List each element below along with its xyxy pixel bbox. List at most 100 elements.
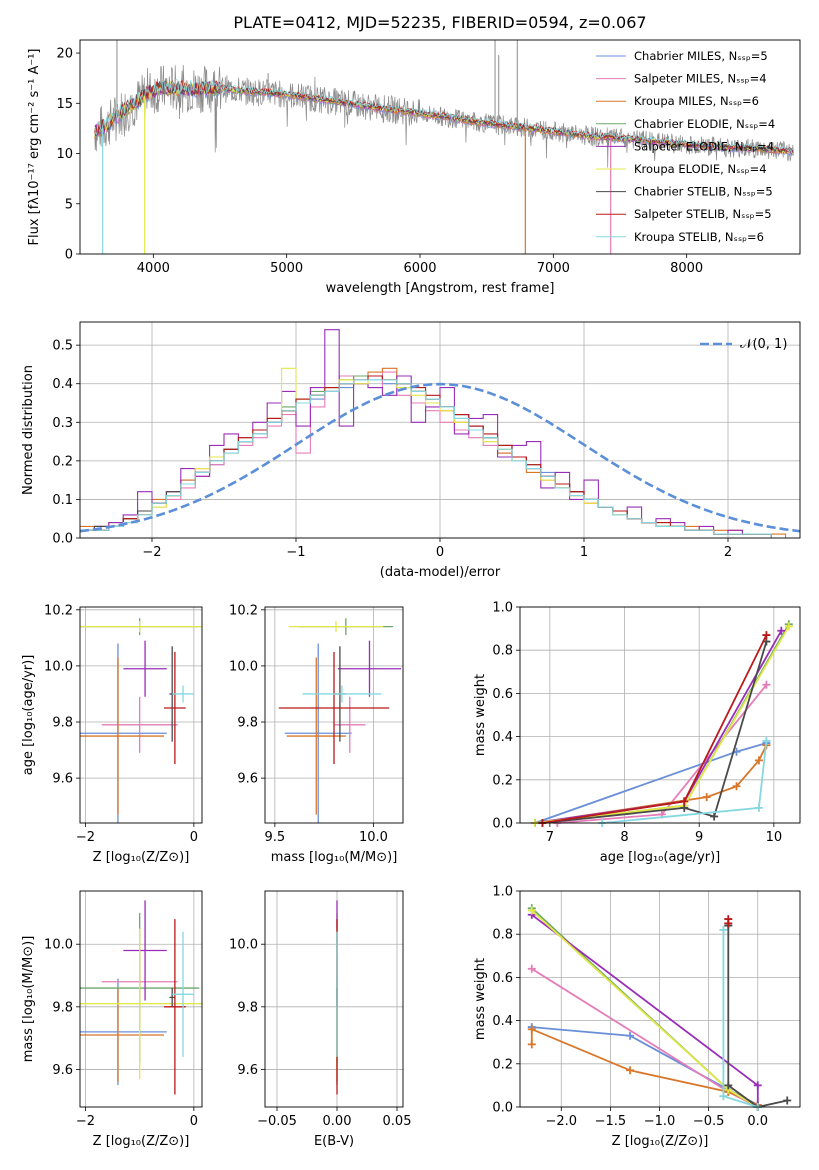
y-tick-label: 0.6 bbox=[492, 687, 513, 702]
mass-weight-line bbox=[534, 630, 783, 824]
plus-marker bbox=[719, 925, 728, 934]
plot-area bbox=[278, 618, 402, 823]
error-bar bbox=[337, 640, 402, 697]
error-bar bbox=[80, 657, 165, 815]
x-axis-label: Z [log₁₀(Z/Z⊙)] bbox=[93, 1134, 190, 1149]
x-axis-label: E(B-V) bbox=[314, 1134, 354, 1149]
axes-frame bbox=[79, 606, 203, 824]
y-tick-label: 0.0 bbox=[492, 817, 513, 832]
axes-frame bbox=[79, 890, 203, 1108]
y-tick-label: 9.6 bbox=[237, 772, 258, 787]
x-tick-label: 5000 bbox=[270, 261, 303, 276]
error-bar bbox=[334, 696, 366, 753]
plus-marker bbox=[527, 1040, 536, 1049]
plus-marker bbox=[784, 622, 793, 631]
plus-marker bbox=[527, 964, 536, 973]
y-tick-label: 5 bbox=[65, 197, 73, 212]
y-tick-label: 0.3 bbox=[52, 416, 73, 431]
error-bar bbox=[278, 651, 390, 765]
x-tick-label: −2.0 bbox=[545, 1114, 577, 1129]
plus-marker bbox=[777, 626, 786, 635]
legend-entry: Kroupa MILES, Nₛₛₚ=6 bbox=[634, 94, 759, 108]
plus-marker bbox=[762, 631, 771, 640]
y-tick-label: 0.0 bbox=[52, 532, 73, 547]
x-tick-label: 8 bbox=[620, 830, 628, 845]
x-tick-label: 0.00 bbox=[323, 1114, 352, 1129]
axes-frame bbox=[519, 606, 801, 824]
x-tick-label: −1 bbox=[286, 545, 305, 560]
mass-weight-line bbox=[542, 634, 768, 824]
mass-weight-line bbox=[557, 684, 768, 824]
plot-area bbox=[80, 618, 202, 823]
y-tick-label: 0.2 bbox=[492, 773, 513, 788]
y-tick-label: 10 bbox=[56, 147, 73, 162]
panel-mass-vs-ebv: −0.05 0.00 0.05 9.6 9.8 10.0 E(B-V) bbox=[229, 890, 411, 1149]
mass-weight-line bbox=[542, 641, 768, 824]
y-tick-label: 0.0 bbox=[492, 1101, 513, 1116]
y-axis-label: Normed distribution bbox=[21, 365, 36, 495]
y-tick-label: 9.8 bbox=[52, 716, 73, 731]
x-axis-label: Z [log₁₀(Z/Z⊙)] bbox=[612, 1134, 709, 1149]
legend-entry: Salpeter MILES, Nₛₛₚ=4 bbox=[634, 72, 767, 86]
legend-entry: Kroupa STELIB, Nₛₛₚ=6 bbox=[634, 230, 764, 244]
axes-frame bbox=[264, 890, 404, 1108]
x-axis-label: (data-model)/error bbox=[380, 565, 501, 580]
y-axis-label: age [log₁₀(age/yr)] bbox=[21, 655, 36, 776]
plus-marker bbox=[710, 812, 719, 821]
panel-age-vs-mass: 9.5 10.0 9.6 9.8 10.0 10.2 mass [log₁₀(M/M⊙)] bbox=[229, 603, 404, 865]
axes-frame bbox=[519, 890, 801, 1108]
y-tick-label: 9.6 bbox=[237, 1063, 258, 1078]
mass-weight-line bbox=[727, 925, 788, 1108]
panel-mass-weight-vs-z: −2.0 −1.5 −1.0 −0.5 0.0 0.0 0.2 0.4 0.6 0.8 1.0 Z [… bbox=[473, 885, 801, 1149]
y-tick-label: 0.2 bbox=[52, 454, 73, 469]
x-tick-label: 10.0 bbox=[359, 830, 388, 845]
x-tick-label: 0 bbox=[190, 830, 198, 845]
y-tick-label: 0.4 bbox=[492, 1014, 513, 1029]
y-tick-label: 0.5 bbox=[52, 339, 73, 354]
y-tick-label: 9.8 bbox=[237, 716, 258, 731]
legend-entry: Kroupa ELODIE, Nₛₛₚ=4 bbox=[634, 162, 767, 176]
plus-marker bbox=[762, 736, 771, 745]
y-axis-label: Flux [fλ10⁻¹⁷ erg cm⁻² s⁻¹ A⁻¹] bbox=[27, 49, 42, 246]
x-tick-label: 0.0 bbox=[747, 1114, 768, 1129]
panel-mass-weight-vs-age: 7 8 9 10 0.0 0.2 0.4 0.6 0.8 1.0 age [log₁₀(age/yr… bbox=[473, 601, 801, 865]
y-tick-label: 10.0 bbox=[44, 938, 73, 953]
x-axis-label: mass [log₁₀(M/M⊙)] bbox=[271, 850, 398, 865]
axes-frame bbox=[264, 606, 404, 824]
y-tick-label: 1.0 bbox=[492, 601, 513, 616]
panel-residuals: −2 −1 0 1 2 0.0 0.1 0.2 0.3 0.4 0.5 (data-model)/er… bbox=[21, 321, 801, 580]
axes-frame bbox=[79, 39, 801, 255]
plot-area bbox=[527, 904, 792, 1111]
error-bar bbox=[80, 928, 202, 1079]
error-bar bbox=[123, 640, 167, 697]
error-bar bbox=[101, 696, 178, 753]
legend-entry: Salpeter STELIB, Nₛₛₚ=5 bbox=[634, 207, 772, 221]
x-tick-label: 0 bbox=[436, 545, 444, 560]
x-tick-label: 8000 bbox=[670, 261, 703, 276]
error-bar bbox=[302, 685, 382, 703]
x-tick-label: 9 bbox=[695, 830, 703, 845]
mass-weight-line bbox=[534, 625, 790, 824]
histogram-series bbox=[80, 329, 800, 538]
x-tick-label: 7 bbox=[546, 830, 554, 845]
x-axis-label: age [log₁₀(age/yr)] bbox=[600, 850, 721, 865]
y-tick-label: 10.0 bbox=[229, 938, 258, 953]
x-tick-label: −0.5 bbox=[693, 1114, 725, 1129]
panel-mass-vs-z: −2 0 9.6 9.8 10.0 Z [log₁₀(Z/Z⊙)] mass [log₁₀(… bbox=[21, 890, 203, 1149]
legend-entry: Salpeter ELODIE, Nₛₛₚ=4 bbox=[634, 139, 774, 153]
plus-marker bbox=[762, 680, 771, 689]
x-axis-label: wavelength [Angstrom, rest frame] bbox=[326, 281, 555, 296]
plot-area bbox=[530, 620, 793, 827]
plus-marker bbox=[719, 1092, 728, 1101]
model-spectrum bbox=[94, 78, 794, 153]
y-tick-label: 10.2 bbox=[229, 603, 258, 618]
plus-marker bbox=[626, 1031, 635, 1040]
error-bar bbox=[172, 931, 194, 1057]
y-axis-label: mass [log₁₀(M/M⊙)] bbox=[21, 936, 36, 1063]
y-tick-label: 0.6 bbox=[492, 971, 513, 986]
y-tick-label: 0.4 bbox=[52, 377, 73, 392]
y-tick-label: 10.2 bbox=[44, 603, 73, 618]
x-tick-label: −2 bbox=[76, 1114, 95, 1129]
error-bar bbox=[286, 657, 346, 815]
